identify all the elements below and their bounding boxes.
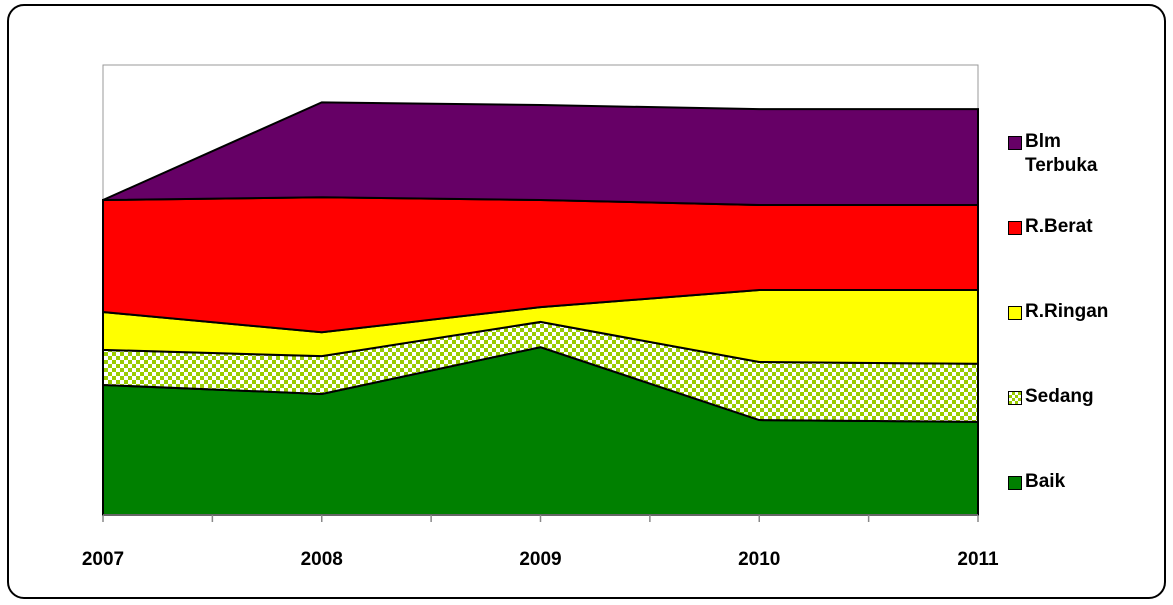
legend-item: Sedang [1008,385,1125,409]
legend-label: Baik [1025,471,1066,492]
x-tick-label: 2009 [519,549,561,570]
legend-swatch [1008,476,1022,490]
legend-swatch [1008,391,1022,405]
legend-label: R.Ringan [1025,301,1109,322]
legend-item: Baik [1008,470,1125,494]
legend-item: R.Ringan [1008,300,1125,324]
x-tick-label: 2007 [82,549,124,570]
x-tick-label: 2011 [957,549,999,570]
x-tick-label: 2010 [738,549,780,570]
legend-swatch [1008,221,1022,235]
legend-label: Blm Terbuka [1025,131,1098,176]
legend-label: Sedang [1025,386,1094,407]
legend-item: Blm Terbuka [1008,130,1125,178]
x-tick-label: 2008 [301,549,343,570]
chart-border [7,4,1166,599]
legend-label: R.Berat [1025,216,1093,237]
area [102,101,979,206]
legend-swatch [1008,306,1022,320]
legend-swatch [1008,136,1022,150]
legend-item: R.Berat [1008,215,1125,239]
